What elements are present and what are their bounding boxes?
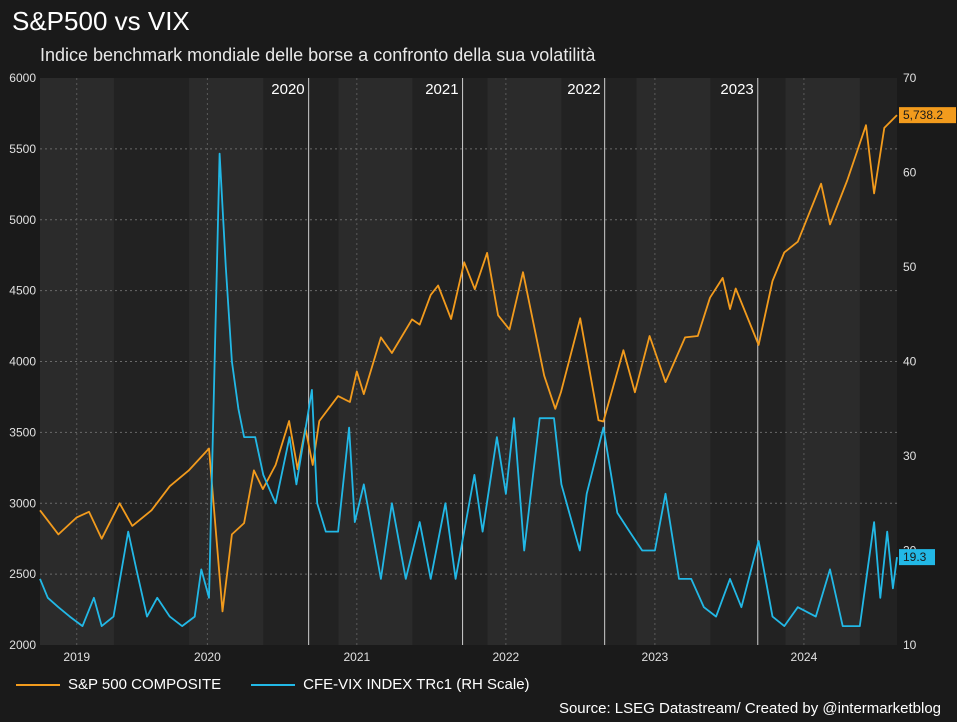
left-tick-2500: 2500	[9, 567, 36, 581]
legend-label-sp500: S&P 500 COMPOSITE	[68, 676, 222, 693]
legend-swatch-vix	[251, 683, 296, 686]
last-value-badge-sp500	[899, 107, 956, 124]
right-tick-50: 50	[903, 260, 917, 274]
series-line-vix	[39, 152, 898, 627]
chart-legend: S&P 500 COMPOSITE CFE-VIX INDEX TRc1 (RH…	[16, 676, 560, 693]
right-tick-70: 70	[903, 71, 917, 85]
x-tick-2022: 2022	[493, 650, 520, 664]
series-line-sp500	[39, 114, 898, 613]
left-tick-5000: 5000	[9, 213, 36, 227]
right-tick-10: 10	[903, 638, 917, 652]
x-tick-2024: 2024	[791, 650, 818, 664]
chart-source: Source: LSEG Datastream/ Created by @int…	[558, 700, 941, 717]
chart-title: S&P500 vs VIX	[12, 6, 190, 36]
x-tick-2019: 2019	[63, 650, 90, 664]
x-tick-2021: 2021	[343, 650, 370, 664]
last-value-label-vix: 19.3	[903, 550, 927, 564]
x-tick-2023: 2023	[642, 650, 669, 664]
last-value-label-sp500: 5,738.2	[903, 108, 943, 122]
right-tick-40: 40	[903, 355, 917, 369]
shaded-region-5	[785, 78, 860, 645]
shaded-region-4	[636, 78, 711, 645]
chart-subtitle: Indice benchmark mondiale delle borse a …	[40, 45, 596, 65]
left-tick-4000: 4000	[9, 355, 36, 369]
marker-label-2023: 2023	[720, 81, 753, 98]
left-tick-4500: 4500	[9, 284, 36, 298]
right-tick-30: 30	[903, 449, 917, 463]
left-tick-2000: 2000	[9, 638, 36, 652]
legend-swatch-sp500	[16, 683, 60, 686]
left-tick-5500: 5500	[9, 142, 36, 156]
marker-label-2021: 2021	[425, 81, 458, 98]
right-tick-60: 60	[903, 166, 917, 180]
legend-label-vix: CFE-VIX INDEX TRc1 (RH Scale)	[303, 676, 530, 693]
left-tick-3000: 3000	[9, 496, 36, 510]
x-tick-2020: 2020	[194, 650, 221, 664]
plot-background	[40, 78, 897, 645]
marker-label-2020: 2020	[271, 81, 304, 98]
left-tick-6000: 6000	[9, 71, 36, 85]
left-tick-3500: 3500	[9, 425, 36, 439]
last-value-badge-vix	[899, 549, 935, 566]
legend-item-vix: CFE-VIX INDEX TRc1 (RH Scale)	[251, 676, 530, 693]
marker-label-2022: 2022	[567, 81, 600, 98]
legend-item-sp500: S&P 500 COMPOSITE	[16, 676, 221, 693]
